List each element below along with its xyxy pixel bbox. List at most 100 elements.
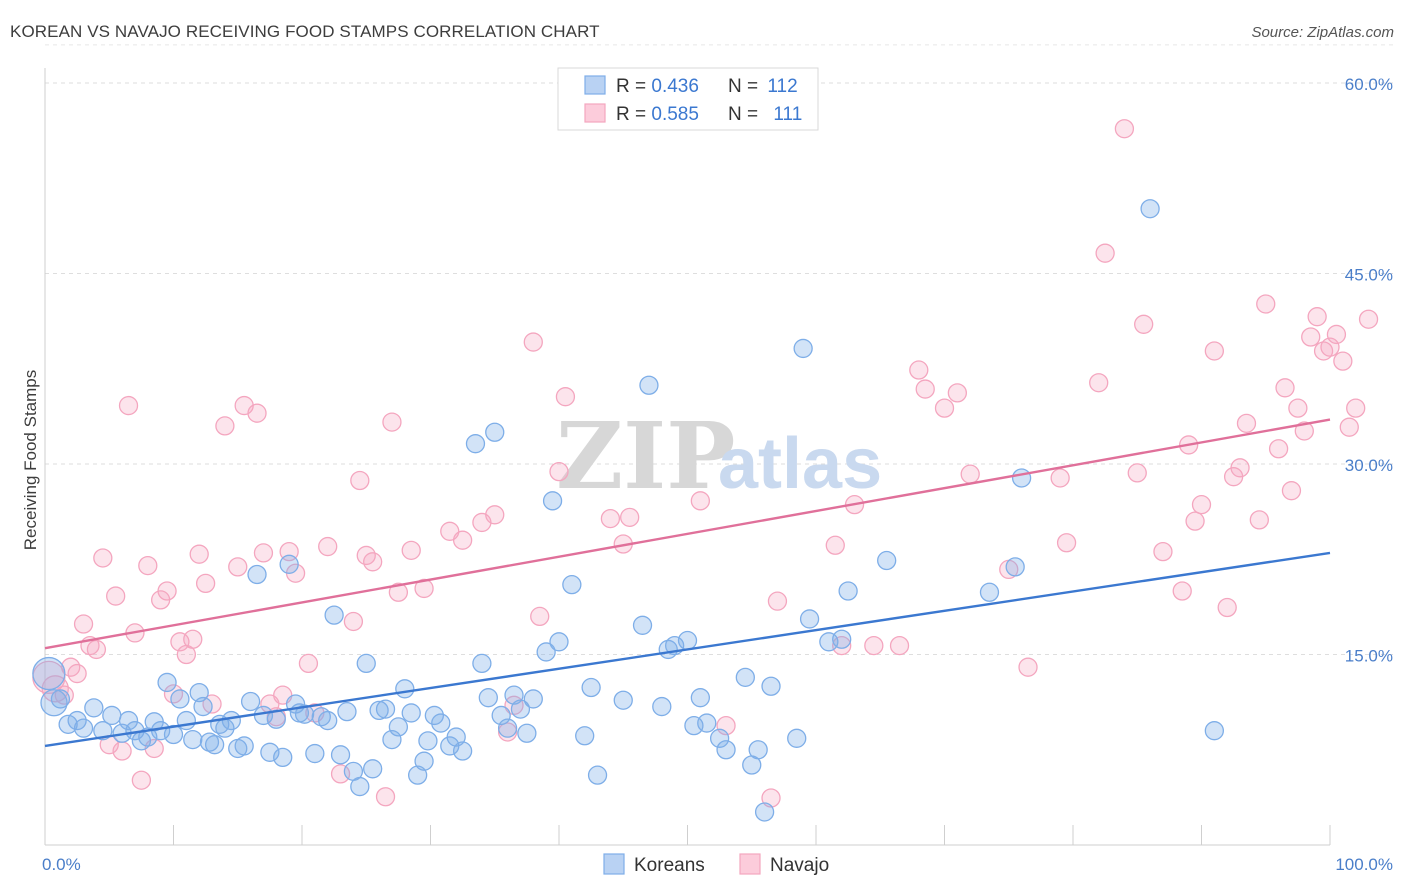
navajo-point-59 (600, 508, 621, 529)
navajo-point-41 (350, 470, 370, 491)
korean-point-90 (697, 713, 717, 733)
navajo-point-44 (375, 787, 396, 807)
korean-point-16 (157, 672, 177, 693)
navajo-point-96 (1256, 294, 1276, 314)
korean-point-53 (388, 717, 409, 737)
korean-point-58 (418, 731, 438, 751)
legend-korean-n-label: N = (728, 76, 763, 97)
y-tick-label-0: 15.0% (1345, 647, 1393, 666)
navajo-point-15 (138, 555, 158, 576)
korean-point-40 (305, 743, 325, 764)
korean-point-24 (204, 735, 225, 755)
navajo-point-18 (157, 581, 177, 601)
korean-point-50 (369, 700, 389, 721)
navajo-point-75 (960, 464, 980, 484)
navajo-point-61 (620, 507, 640, 527)
navajo-point-102 (1301, 327, 1321, 347)
navajo-point-10 (106, 586, 126, 606)
legend-korean-r-label: R = (616, 76, 651, 97)
navajo-point-58 (555, 387, 576, 407)
navajo-point-8 (93, 548, 113, 568)
korean-point-74 (536, 642, 556, 662)
legend-navajo-n: N = 111 (728, 104, 802, 125)
korean-points (32, 199, 1224, 822)
korean-point-47 (350, 776, 370, 797)
navajo-point-40 (343, 611, 364, 632)
navajo-point-50 (452, 530, 473, 550)
bottom-legend-korean: Koreans (634, 855, 705, 876)
korean-point-73 (523, 689, 543, 709)
korean-point-45 (337, 702, 357, 722)
legend-navajo-n-label: N = (728, 104, 763, 125)
korean-point-87 (677, 630, 698, 651)
navajo-point-71 (909, 360, 929, 380)
tick-labels: 15.0% 30.0% 45.0% 60.0% 0.0% 100.0% (42, 75, 1393, 874)
korean-point-5 (73, 718, 94, 738)
legend-navajo-n-value: 111 (773, 104, 802, 125)
navajo-point-29 (247, 403, 267, 423)
korean-point-22 (193, 696, 213, 717)
korean-point-43 (324, 605, 344, 625)
korean-point-62 (446, 727, 466, 747)
korean-point-109 (1204, 721, 1224, 741)
navajo-point-38 (318, 536, 338, 557)
korean-point-63 (452, 741, 473, 761)
navajo-point-23 (189, 544, 209, 564)
navajo-point-94 (1236, 413, 1257, 434)
x-tick-label-min: 0.0% (42, 855, 81, 874)
korean-point-27 (221, 710, 241, 731)
navajo-point-95 (1249, 510, 1269, 530)
navajo-point-110 (1358, 309, 1379, 329)
korean-point-100 (799, 609, 820, 629)
korean-point-107 (1011, 468, 1032, 488)
navajo-point-46 (388, 582, 409, 602)
navajo-point-80 (1089, 373, 1109, 393)
legend-korean-n-value: 112 (767, 76, 797, 97)
grid-lines (45, 44, 1395, 655)
legend-korean-n: N = 112 (728, 76, 798, 97)
watermark-atlas: atlas (718, 424, 882, 504)
korean-point-60 (431, 713, 451, 733)
navajo-point-74 (947, 383, 967, 403)
legend-navajo-row: R = 0.585 (616, 104, 699, 125)
korean-point-78 (575, 726, 595, 746)
korean-point-96 (754, 802, 775, 822)
navajo-point-83 (1127, 463, 1147, 483)
korean-point-55 (401, 703, 421, 723)
korean-point-39 (294, 704, 315, 724)
top-legend: R = 0.436 N = 112 R = 0.585 N = 111 (557, 67, 819, 131)
korean-point-20 (183, 729, 203, 750)
korean-point-71 (510, 699, 531, 719)
navajo-point-7 (86, 639, 107, 660)
korean-point-69 (497, 718, 518, 738)
korean-point-97 (761, 676, 781, 696)
korean-point-81 (613, 690, 633, 710)
korean-point-4 (67, 710, 87, 731)
korean-point-76 (549, 632, 569, 652)
navajo-point-79 (1056, 533, 1077, 553)
navajo-point-5 (73, 614, 94, 634)
navajo-point-57 (549, 461, 569, 482)
korean-point-75 (542, 491, 563, 511)
navajo-point-48 (414, 578, 434, 599)
korean-point-108 (1140, 199, 1160, 219)
navajo-point-55 (523, 332, 543, 352)
navajo-point-45 (382, 412, 402, 432)
korean-point-98 (787, 728, 807, 748)
korean-point-8 (102, 705, 122, 726)
bottom-legend-swatch-navajo (739, 853, 761, 875)
navajo-point-62 (690, 491, 710, 511)
navajo-point-97 (1268, 439, 1289, 459)
legend-swatch-navajo (584, 103, 606, 123)
navajo-point-70 (889, 635, 910, 656)
korean-point-92 (716, 740, 736, 760)
navajo-point-69 (864, 635, 884, 656)
navajo-point-43 (363, 552, 383, 572)
legend-navajo-r-label: R = (616, 104, 651, 125)
korean-point-36 (279, 554, 299, 574)
korean-point-106 (1005, 557, 1025, 577)
navajo-point-36 (298, 653, 319, 674)
korean-point-64 (465, 434, 486, 454)
navajo-point-30 (253, 543, 274, 563)
